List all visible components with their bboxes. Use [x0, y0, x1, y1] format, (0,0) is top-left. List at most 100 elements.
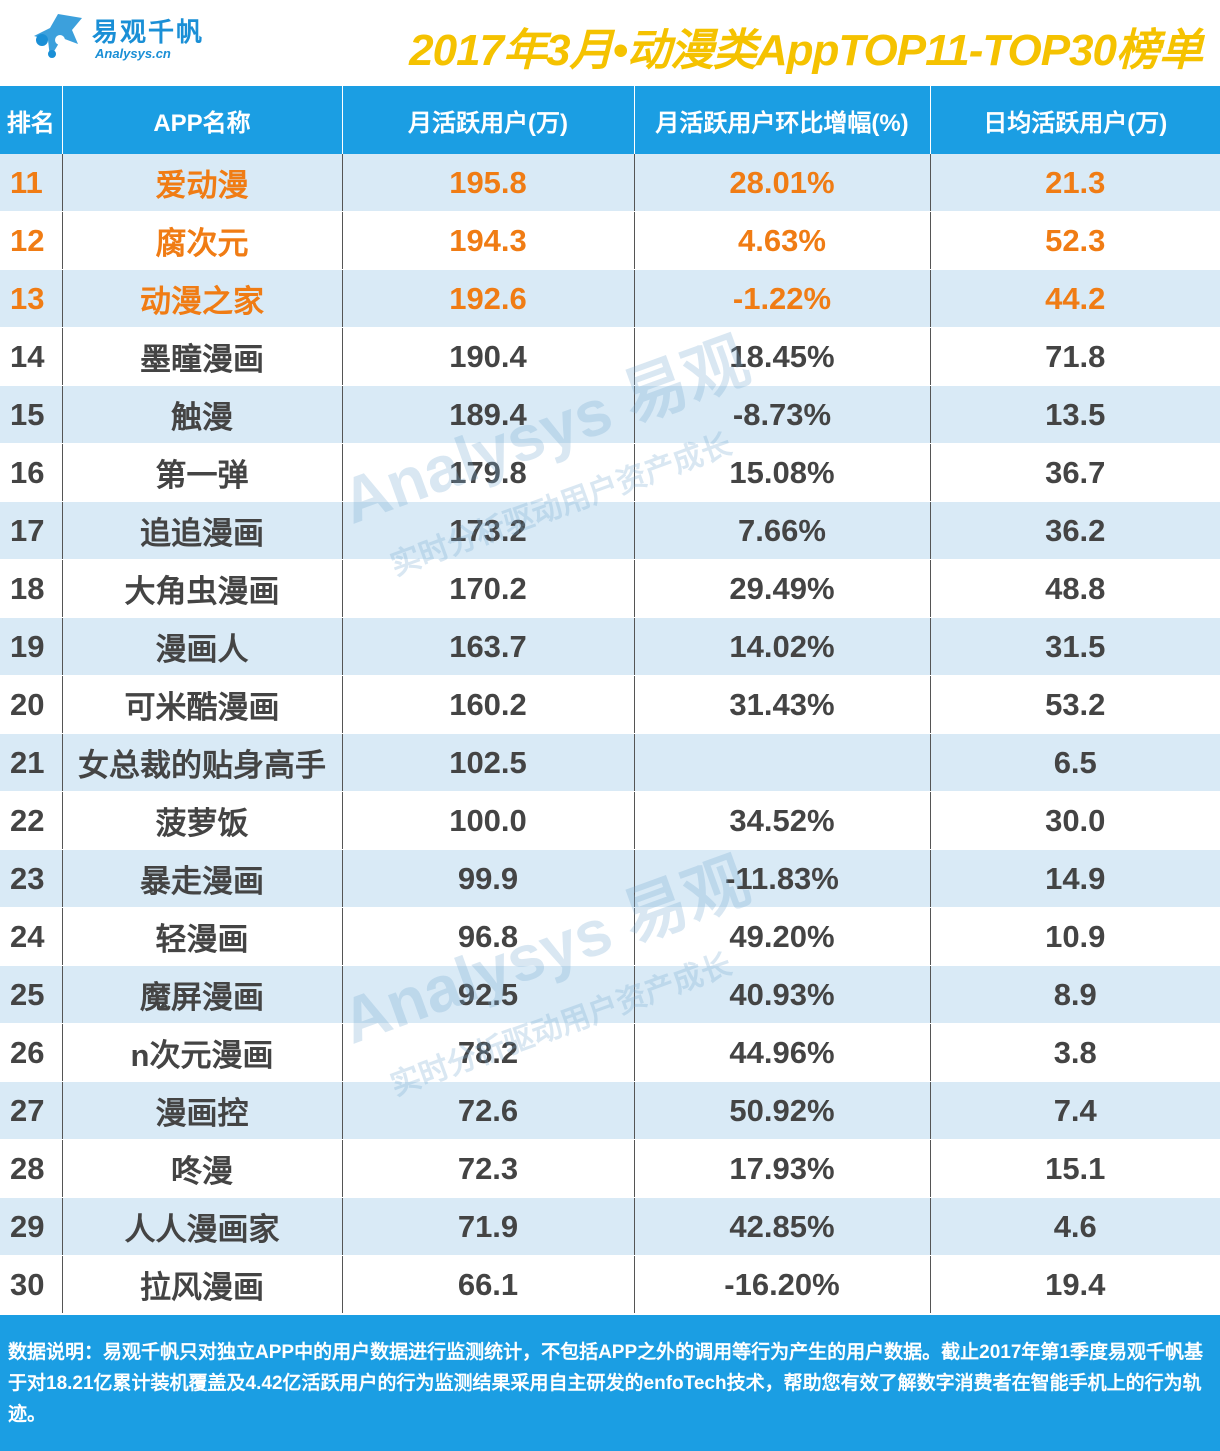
- table-cell-mau-growth: -16.20%: [634, 1255, 931, 1314]
- table-row: 13 动漫之家 192.6 -1.22% 44.2: [0, 269, 1220, 328]
- table-row: 29 人人漫画家 71.9 42.85% 4.6: [0, 1197, 1220, 1256]
- data-note: 数据说明：易观千帆只对独立APP中的用户数据进行监测统计，不包括APP之外的调用…: [0, 1315, 1220, 1451]
- table-cell-dau: 4.6: [930, 1197, 1220, 1256]
- table-cell-app-name: 菠萝饭: [62, 791, 343, 850]
- table-row: 12 腐次元 194.3 4.63% 52.3: [0, 211, 1220, 270]
- table-cell-rank: 28: [0, 1139, 63, 1198]
- table-cell-mau-growth: 34.52%: [634, 791, 931, 850]
- table-cell-mau-growth: 44.96%: [634, 1023, 931, 1082]
- table-cell-rank: 27: [0, 1081, 63, 1140]
- table-cell-mau: 179.8: [342, 443, 635, 502]
- table-row: 20 可米酷漫画 160.2 31.43% 53.2: [0, 675, 1220, 734]
- table-row: 15 触漫 189.4 -8.73% 13.5: [0, 385, 1220, 444]
- table-cell-dau: 48.8: [930, 559, 1220, 618]
- table-cell-dau: 71.8: [930, 327, 1220, 386]
- table-cell-app-name: 拉风漫画: [62, 1255, 343, 1314]
- table-cell-rank: 26: [0, 1023, 63, 1082]
- table-cell-mau: 92.5: [342, 965, 635, 1024]
- table-cell-rank: 14: [0, 327, 63, 386]
- table-row: 28 咚漫 72.3 17.93% 15.1: [0, 1139, 1220, 1198]
- table-cell-rank: 21: [0, 733, 63, 792]
- table-cell-mau-growth: 28.01%: [634, 154, 931, 212]
- table-cell-app-name: 爱动漫: [62, 154, 343, 212]
- table-cell-app-name: 第一弹: [62, 443, 343, 502]
- table-cell-dau: 52.3: [930, 211, 1220, 270]
- table-cell-dau: 53.2: [930, 675, 1220, 734]
- table-cell-dau: 7.4: [930, 1081, 1220, 1140]
- table-cell-app-name: n次元漫画: [62, 1023, 343, 1082]
- col-header-mau-growth: 月活跃用户环比增幅(%): [634, 86, 931, 154]
- table-cell-mau-growth: 14.02%: [634, 617, 931, 676]
- table-cell-rank: 25: [0, 965, 63, 1024]
- table-cell-dau: 8.9: [930, 965, 1220, 1024]
- col-header-rank: 排名: [0, 86, 63, 154]
- page-title: 2017年3月•动漫类AppTOP11-TOP30榜单: [409, 26, 1203, 75]
- table-cell-mau: 192.6: [342, 269, 635, 328]
- table-cell-mau: 189.4: [342, 385, 635, 444]
- table-cell-mau-growth: 50.92%: [634, 1081, 931, 1140]
- col-header-dau: 日均活跃用户(万): [930, 86, 1220, 154]
- table-cell-mau: 72.3: [342, 1139, 635, 1198]
- table-cell-rank: 11: [0, 154, 63, 212]
- table-cell-dau: 15.1: [930, 1139, 1220, 1198]
- table-cell-app-name: 暴走漫画: [62, 849, 343, 908]
- table-cell-mau-growth: 18.45%: [634, 327, 931, 386]
- table-cell-mau: 190.4: [342, 327, 635, 386]
- table-cell-mau-growth: 29.49%: [634, 559, 931, 618]
- table-cell-mau-growth: -8.73%: [634, 385, 931, 444]
- table-row: 14 墨瞳漫画 190.4 18.45% 71.8: [0, 327, 1220, 386]
- table-cell-mau: 194.3: [342, 211, 635, 270]
- table-row: 16 第一弹 179.8 15.08% 36.7: [0, 443, 1220, 502]
- table-cell-app-name: 大角虫漫画: [62, 559, 343, 618]
- table-cell-dau: 10.9: [930, 907, 1220, 966]
- table-cell-rank: 13: [0, 269, 63, 328]
- table-row: 21 女总裁的贴身高手 102.5 6.5: [0, 733, 1220, 792]
- table-cell-dau: 30.0: [930, 791, 1220, 850]
- table-header-row: 排名 APP名称 月活跃用户(万) 月活跃用户环比增幅(%) 日均活跃用户(万): [0, 86, 1220, 154]
- table-cell-rank: 15: [0, 385, 63, 444]
- table-cell-dau: 36.7: [930, 443, 1220, 502]
- table-row: 19 漫画人 163.7 14.02% 31.5: [0, 617, 1220, 676]
- brand-domain: Analysys.cn: [95, 46, 171, 61]
- table-row: 30 拉风漫画 66.1 -16.20% 19.4: [0, 1255, 1220, 1314]
- table-cell-mau: 72.6: [342, 1081, 635, 1140]
- table-cell-app-name: 魔屏漫画: [62, 965, 343, 1024]
- table-cell-mau: 96.8: [342, 907, 635, 966]
- table-cell-app-name: 触漫: [62, 385, 343, 444]
- table-cell-rank: 20: [0, 675, 63, 734]
- col-header-app-name: APP名称: [62, 86, 343, 154]
- table-cell-mau: 195.8: [342, 154, 635, 212]
- table-cell-dau: 6.5: [930, 733, 1220, 792]
- brand-name: 易观千帆: [92, 17, 205, 47]
- table-cell-mau-growth: 4.63%: [634, 211, 931, 270]
- table-row: 22 菠萝饭 100.0 34.52% 30.0: [0, 791, 1220, 850]
- table-cell-mau: 66.1: [342, 1255, 635, 1314]
- table-row: 24 轻漫画 96.8 49.20% 10.9: [0, 907, 1220, 966]
- table-cell-rank: 30: [0, 1255, 63, 1314]
- table-body: 11 爱动漫 195.8 28.01% 21.3 12 腐次元 194.3 4.63% 52.3 1…: [0, 154, 1220, 1314]
- table-cell-rank: 19: [0, 617, 63, 676]
- table-cell-mau-growth: 7.66%: [634, 501, 931, 560]
- table-cell-rank: 17: [0, 501, 63, 560]
- table-cell-mau-growth: 17.93%: [634, 1139, 931, 1198]
- table-cell-mau-growth: 15.08%: [634, 443, 931, 502]
- table-cell-mau-growth: 49.20%: [634, 907, 931, 966]
- table-cell-app-name: 漫画控: [62, 1081, 343, 1140]
- table-cell-dau: 19.4: [930, 1255, 1220, 1314]
- table-row: 17 追追漫画 173.2 7.66% 36.2: [0, 501, 1220, 560]
- table-cell-dau: 3.8: [930, 1023, 1220, 1082]
- table-cell-app-name: 咚漫: [62, 1139, 343, 1198]
- table-row: 27 漫画控 72.6 50.92% 7.4: [0, 1081, 1220, 1140]
- table-row: 18 大角虫漫画 170.2 29.49% 48.8: [0, 559, 1220, 618]
- table-row: 25 魔屏漫画 92.5 40.93% 8.9: [0, 965, 1220, 1024]
- header: 易观千帆 Analysys.cn 2017年3月•动漫类AppTOP11-TOP…: [0, 0, 1220, 84]
- table-cell-mau: 99.9: [342, 849, 635, 908]
- table-cell-app-name: 追追漫画: [62, 501, 343, 560]
- table-cell-mau: 78.2: [342, 1023, 635, 1082]
- table-row: 26 n次元漫画 78.2 44.96% 3.8: [0, 1023, 1220, 1082]
- table-cell-rank: 16: [0, 443, 63, 502]
- analysys-logo-icon: [34, 14, 82, 58]
- table-cell-mau: 173.2: [342, 501, 635, 560]
- table-row: 11 爱动漫 195.8 28.01% 21.3: [0, 154, 1220, 212]
- table-cell-mau-growth: -1.22%: [634, 269, 931, 328]
